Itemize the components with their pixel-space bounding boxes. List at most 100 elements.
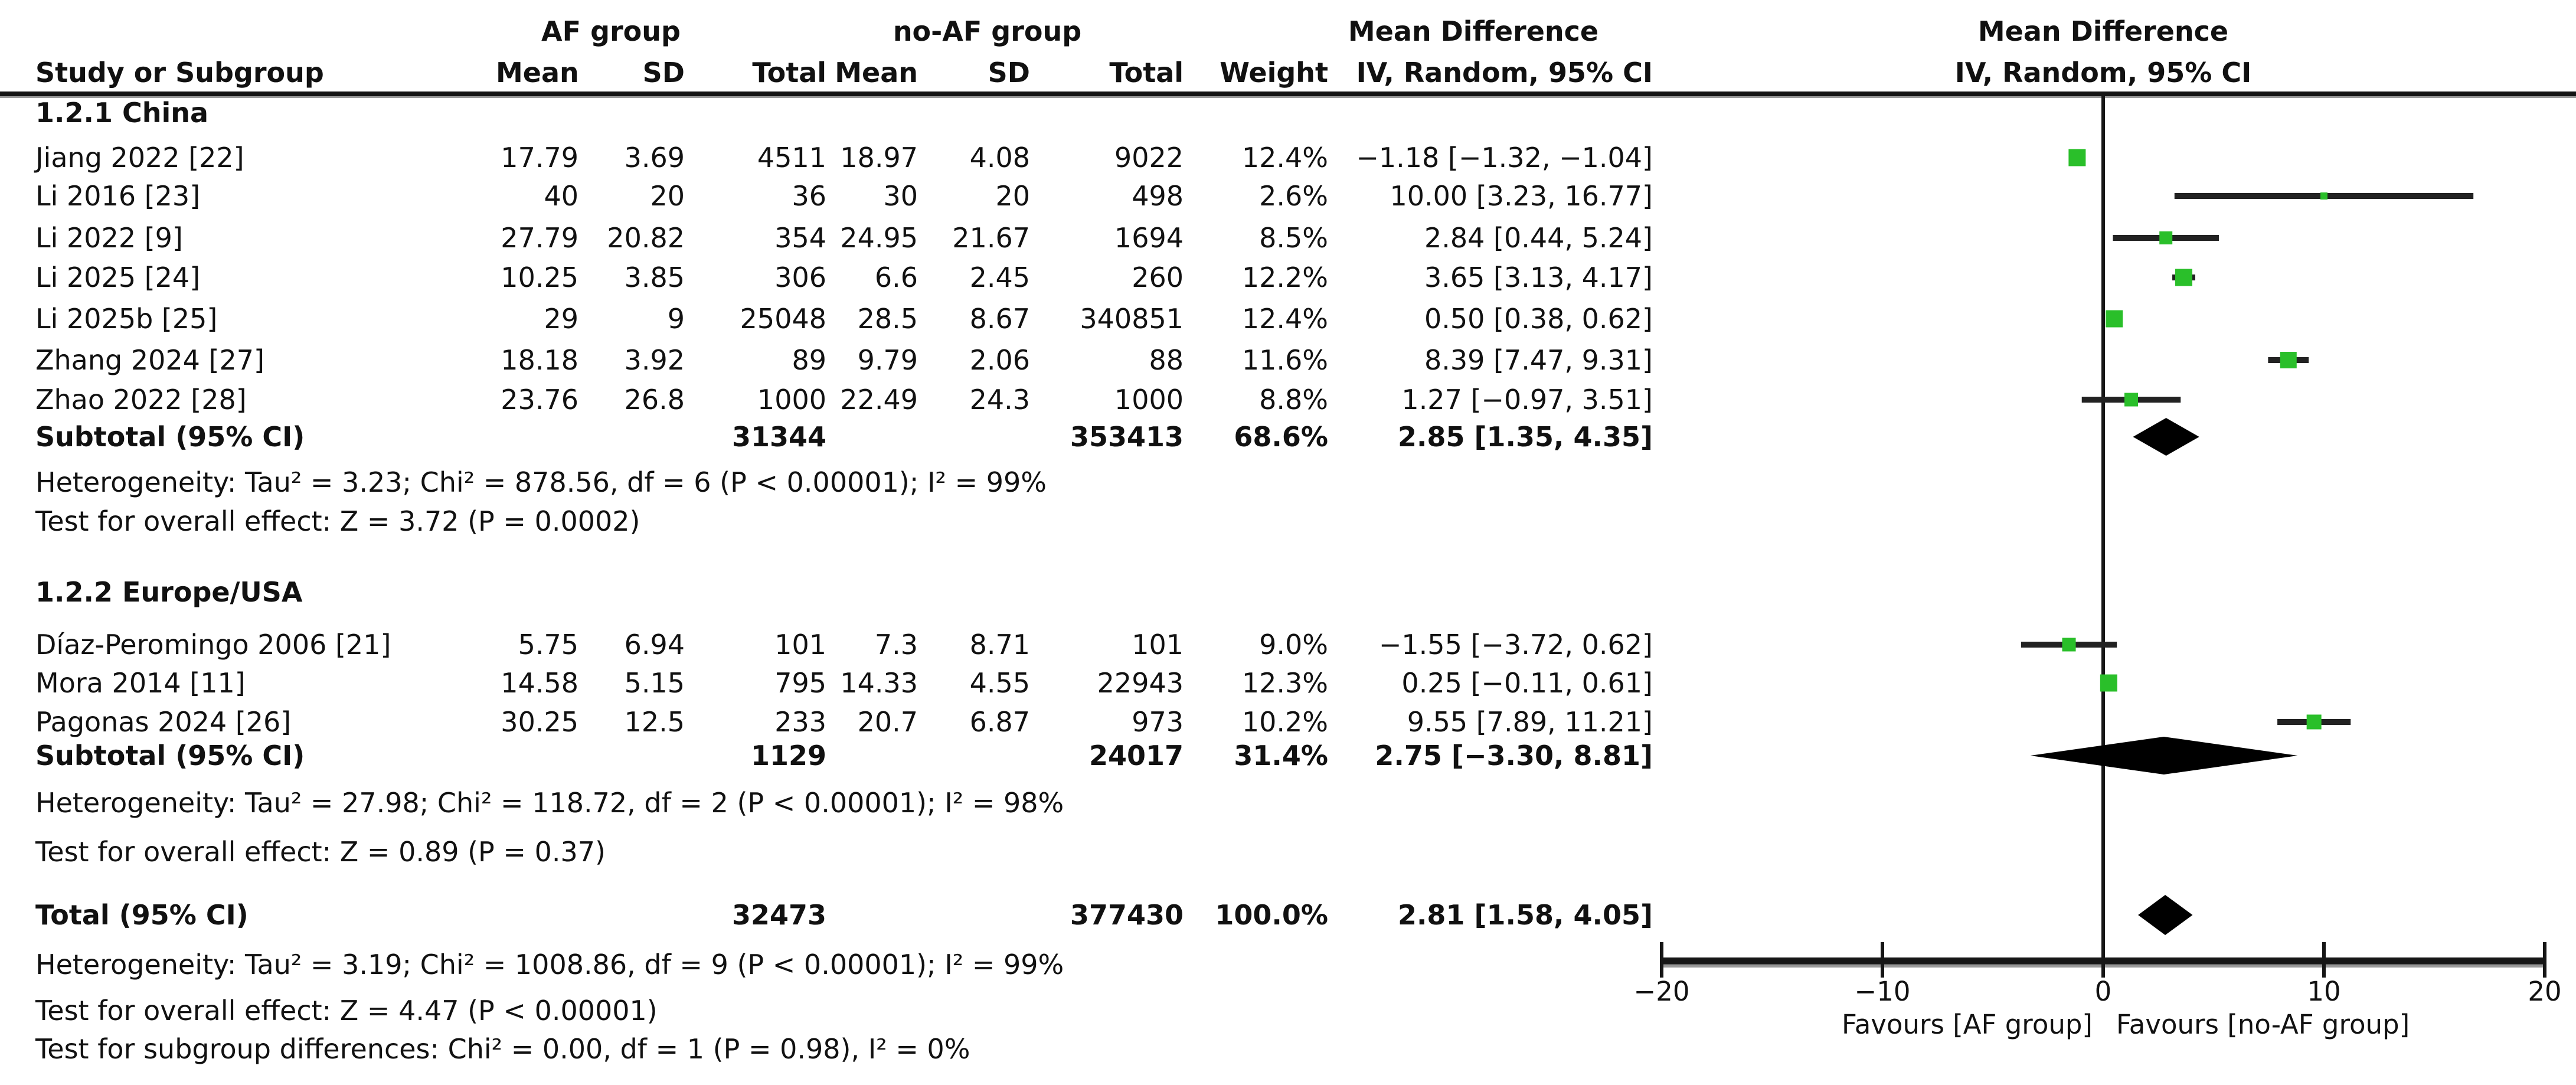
noaf-total: 973 (1132, 706, 1184, 738)
md-ci-value: 2.84 [0.44, 5.24] (1424, 222, 1653, 254)
table-row: Mora 2014 [11] 14.58 5.15 795 14.33 4.55… (35, 664, 1653, 702)
subtotal-diamond (2133, 418, 2199, 456)
overall-effect-text: Test for overall effect: Z = 0.89 (P = 0… (35, 836, 606, 868)
axis-tick-label: 0 (2094, 976, 2112, 1007)
noaf-group-header: no-AF group (893, 15, 1082, 47)
noaf-sd-header: SD (988, 57, 1030, 89)
axis-tick-label: 10 (2307, 976, 2341, 1007)
heterogeneity-text: Heterogeneity: Tau² = 27.98; Chi² = 118.… (35, 787, 1064, 819)
af-total: 1000 (757, 384, 826, 416)
md-ci-value: 0.25 [−0.11, 0.61] (1401, 667, 1653, 699)
weight-value: 12.2% (1241, 262, 1328, 293)
noaf-sd: 24.3 (969, 384, 1030, 416)
overall-effect-text: Test for overall effect: Z = 3.72 (P = 0… (35, 505, 640, 537)
study-label: Li 2025b [25] (35, 303, 218, 335)
noaf-total: 377430 (1070, 899, 1184, 931)
md-column-title: Mean Difference (1348, 15, 1599, 47)
af-total: 32473 (731, 899, 826, 931)
af-total: 4511 (757, 142, 826, 174)
overall-effect-text: Test for overall effect: Z = 4.47 (P < 0… (35, 995, 658, 1027)
weight-value: 8.5% (1259, 222, 1328, 254)
noaf-sd: 2.45 (969, 262, 1030, 293)
af-sd: 3.69 (624, 142, 685, 174)
af-sd: 5.15 (624, 667, 685, 699)
noaf-mean: 18.97 (840, 142, 918, 174)
subtotal-row: Subtotal (95% CI) 31344 353413 68.6% 2.8… (35, 417, 1653, 456)
noaf-sd: 4.55 (969, 667, 1030, 699)
study-label: Mora 2014 [11] (35, 667, 246, 699)
effect-marker (2175, 269, 2193, 286)
study-label: Jiang 2022 [22] (35, 142, 244, 174)
study-label: Li 2025 [24] (35, 262, 201, 293)
af-total: 89 (792, 344, 826, 376)
axis-tick-label: −10 (1854, 976, 1911, 1007)
effect-marker (2106, 310, 2123, 328)
table-row: Li 2022 [9] 27.79 20.82 354 24.95 21.67 … (35, 218, 1653, 257)
af-mean: 30.25 (501, 706, 578, 738)
af-mean: 18.18 (501, 344, 578, 376)
md-ci-value: 2.85 [1.35, 4.35] (1397, 421, 1653, 453)
af-total: 31344 (731, 421, 826, 453)
effect-marker (2100, 674, 2117, 692)
total-row: Total (95% CI) 32473 377430 100.0% 2.81 … (35, 896, 1653, 934)
md-ci-value: 3.65 [3.13, 4.17] (1424, 262, 1653, 293)
study-label: Díaz-Peromingo 2006 [21] (35, 629, 391, 661)
noaf-mean: 9.79 (857, 344, 918, 376)
af-mean: 5.75 (518, 629, 578, 661)
table-row: Zhao 2022 [28] 23.76 26.8 1000 22.49 24.… (35, 380, 1653, 419)
table-row: Li 2025 [24] 10.25 3.85 306 6.6 2.45 260… (35, 258, 1653, 297)
af-sd: 26.8 (624, 384, 685, 416)
noaf-mean: 24.95 (840, 222, 918, 254)
md-ci-value: 2.81 [1.58, 4.05] (1397, 899, 1653, 931)
af-mean: 10.25 (501, 262, 578, 293)
heterogeneity-text: Heterogeneity: Tau² = 3.23; Chi² = 878.5… (35, 466, 1047, 498)
subtotal-diamond (2030, 737, 2298, 774)
af-sd-header: SD (642, 57, 685, 89)
favours-right-label: Favours [no-AF group] (2116, 1009, 2410, 1040)
total-diamond (2138, 895, 2193, 935)
study-label: Pagonas 2024 [26] (35, 706, 292, 738)
table-row: Pagonas 2024 [26] 30.25 12.5 233 20.7 6.… (35, 702, 1653, 741)
effect-marker (2306, 714, 2322, 730)
noaf-total: 260 (1132, 262, 1184, 293)
column-header-row: Study or Subgroup Mean SD Total Mean SD … (35, 53, 1653, 92)
weight-value: 8.8% (1259, 384, 1328, 416)
noaf-total: 9022 (1114, 142, 1184, 174)
af-total: 1129 (750, 740, 826, 772)
af-total: 25048 (740, 303, 826, 335)
af-mean: 23.76 (501, 384, 578, 416)
noaf-mean: 14.33 (840, 667, 918, 699)
table-row: Li 2025b [25] 29 9 25048 28.5 8.67 34085… (35, 299, 1653, 338)
table-row: Li 2016 [23] 40 20 36 30 20 498 2.6% 10.… (35, 177, 1653, 215)
noaf-mean: 22.49 (840, 384, 918, 416)
noaf-sd: 4.08 (969, 142, 1030, 174)
axis-tick-label: 20 (2528, 976, 2562, 1007)
study-label: Zhao 2022 [28] (35, 384, 247, 416)
md-plot-title: Mean Difference (1977, 15, 2229, 47)
table-row: Zhang 2024 [27] 18.18 3.92 89 9.79 2.06 … (35, 341, 1653, 380)
md-ci-value: 0.50 [0.38, 0.62] (1424, 303, 1653, 335)
af-mean: 14.58 (501, 667, 578, 699)
noaf-total: 22943 (1097, 667, 1184, 699)
subtotal-label: Subtotal (95% CI) (35, 740, 305, 772)
weight-value: 100.0% (1215, 899, 1328, 931)
noaf-mean: 28.5 (857, 303, 918, 335)
af-total: 101 (774, 629, 826, 661)
subtotal-row: Subtotal (95% CI) 1129 24017 31.4% 2.75 … (35, 736, 1653, 775)
md-ci-value: −1.18 [−1.32, −1.04] (1356, 142, 1653, 174)
noaf-mean: 7.3 (874, 629, 918, 661)
weight-header: Weight (1220, 57, 1328, 89)
axis-tick-label: −20 (1633, 976, 1690, 1007)
md-ci-value: −1.55 [−3.72, 0.62] (1378, 629, 1653, 661)
noaf-total: 24017 (1088, 740, 1184, 772)
md-ci-value: 1.27 [−0.97, 3.51] (1401, 384, 1653, 416)
noaf-mean: 30 (883, 180, 918, 212)
heterogeneity-text: Heterogeneity: Tau² = 3.19; Chi² = 1008.… (35, 949, 1064, 981)
af-sd: 3.85 (624, 262, 685, 293)
effect-marker (2280, 352, 2297, 368)
weight-value: 10.2% (1241, 706, 1328, 738)
noaf-total: 88 (1149, 344, 1184, 376)
header-rule (0, 91, 2576, 98)
af-sd: 6.94 (624, 629, 685, 661)
